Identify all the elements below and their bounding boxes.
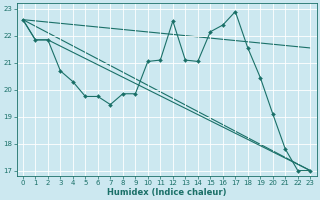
X-axis label: Humidex (Indice chaleur): Humidex (Indice chaleur)	[107, 188, 226, 197]
